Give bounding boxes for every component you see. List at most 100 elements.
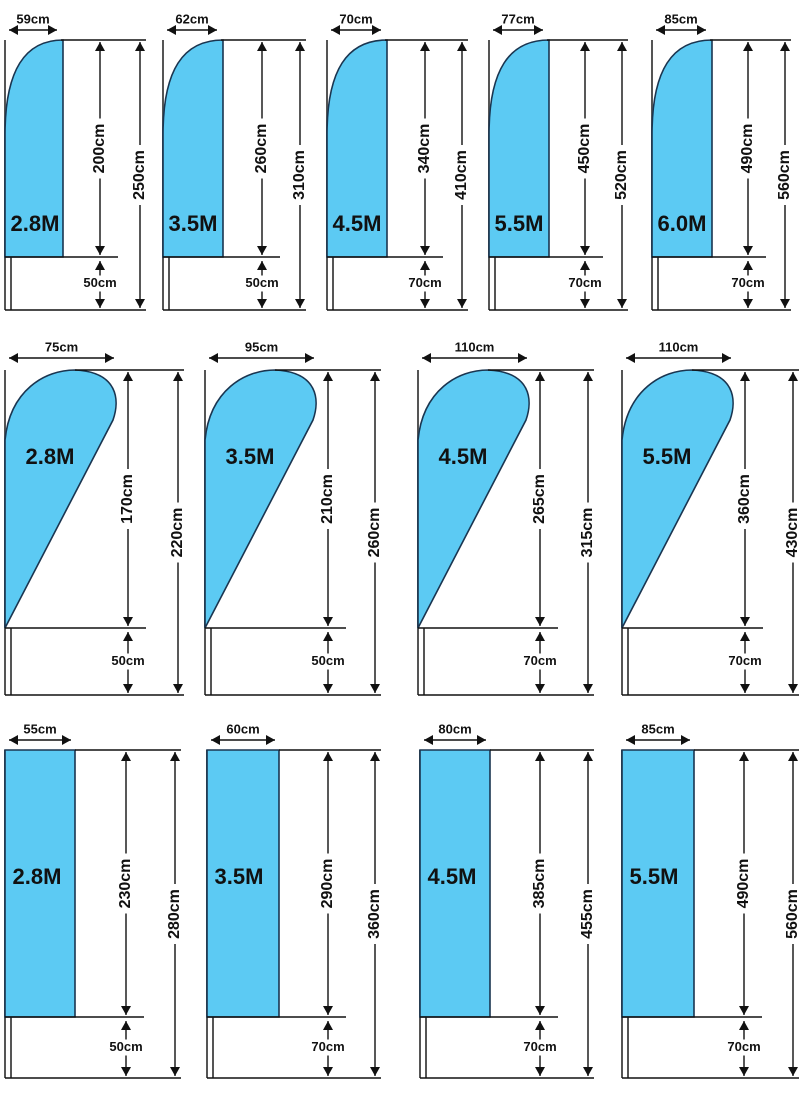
arrow-head bbox=[95, 246, 105, 255]
base-height-label: 70cm bbox=[727, 1039, 760, 1054]
arrow-head bbox=[780, 42, 790, 51]
arrow-head bbox=[788, 372, 798, 381]
arrow-head bbox=[535, 617, 545, 626]
flag-size-label: 5.5M bbox=[495, 211, 544, 236]
width-label: 95cm bbox=[245, 339, 278, 354]
label-backdrop bbox=[518, 1039, 562, 1056]
arrow-head bbox=[583, 684, 593, 693]
arrow-head bbox=[535, 372, 545, 381]
label-backdrop bbox=[115, 853, 137, 914]
flag-height-label: 490cm bbox=[735, 859, 752, 909]
flag-size-label: 5.5M bbox=[643, 444, 692, 469]
teardrop-flag-shape bbox=[417, 369, 530, 629]
total-height-label: 315cm bbox=[579, 508, 596, 558]
arrow-head bbox=[580, 299, 590, 308]
rectangle-flag-3: 80cm 385cm 70cm 455cm 4.5M bbox=[419, 721, 599, 1079]
arrow-head bbox=[580, 42, 590, 51]
flag-height-label: 490cm bbox=[739, 124, 756, 174]
width-label: 85cm bbox=[641, 721, 674, 736]
arrow-head bbox=[167, 25, 176, 35]
label-backdrop bbox=[289, 145, 311, 205]
arrow-head bbox=[535, 1021, 545, 1030]
arrow-head bbox=[331, 25, 340, 35]
arrow-head bbox=[257, 299, 267, 308]
label-backdrop bbox=[167, 502, 189, 563]
label-backdrop bbox=[317, 469, 339, 529]
label-backdrop bbox=[240, 275, 284, 292]
arrow-head bbox=[493, 25, 502, 35]
width-label: 59cm bbox=[16, 11, 49, 26]
label-backdrop bbox=[774, 145, 796, 205]
arrow-head bbox=[372, 25, 381, 35]
flag-size-label: 4.5M bbox=[439, 444, 488, 469]
arrow-head bbox=[323, 372, 333, 381]
arrow-head bbox=[743, 42, 753, 51]
total-height-label: 410cm bbox=[453, 150, 470, 200]
arrow-head bbox=[257, 246, 267, 255]
label-backdrop bbox=[451, 145, 473, 205]
base-height-label: 50cm bbox=[245, 275, 278, 290]
base-height-label: 70cm bbox=[568, 275, 601, 290]
arrow-head bbox=[123, 632, 133, 641]
label-backdrop bbox=[306, 1039, 350, 1056]
arrow-head bbox=[123, 617, 133, 626]
arrow-head bbox=[370, 684, 380, 693]
base-height-label: 70cm bbox=[523, 653, 556, 668]
flag-size-label: 5.5M bbox=[630, 864, 679, 889]
width-label: 55cm bbox=[23, 721, 56, 736]
arrow-head bbox=[211, 735, 220, 745]
arrow-head bbox=[534, 25, 543, 35]
arrow-head bbox=[323, 684, 333, 693]
arrow-head bbox=[370, 1067, 380, 1076]
arrow-head bbox=[208, 25, 217, 35]
arrow-head bbox=[739, 1006, 749, 1015]
arrow-head bbox=[170, 1067, 180, 1076]
arrow-head bbox=[780, 299, 790, 308]
feather-flag-1: 59cm 200cm 50cm 250cm 2.8M bbox=[4, 11, 151, 311]
flag-height-label: 210cm bbox=[319, 474, 336, 524]
arrow-head bbox=[743, 261, 753, 270]
total-height-label: 280cm bbox=[166, 889, 183, 939]
arrow-head bbox=[105, 353, 114, 363]
feather-flag-shape bbox=[651, 39, 713, 258]
flag-height-label: 230cm bbox=[117, 859, 134, 909]
width-label: 62cm bbox=[175, 11, 208, 26]
flag-size-label: 2.8M bbox=[11, 211, 60, 236]
arrow-head bbox=[9, 25, 18, 35]
arrow-head bbox=[420, 261, 430, 270]
feather-flag-2: 62cm 260cm 50cm 310cm 3.5M bbox=[162, 11, 311, 311]
arrow-head bbox=[370, 372, 380, 381]
arrow-head bbox=[739, 1021, 749, 1030]
total-height-label: 220cm bbox=[169, 508, 186, 558]
flag-height-label: 265cm bbox=[531, 474, 548, 524]
label-backdrop bbox=[251, 118, 273, 179]
total-height-label: 560cm bbox=[776, 150, 793, 200]
rectangle-flag-1: 55cm 230cm 50cm 280cm 2.8M bbox=[4, 721, 186, 1079]
arrow-head bbox=[457, 42, 467, 51]
arrow-head bbox=[743, 246, 753, 255]
arrow-head bbox=[617, 299, 627, 308]
arrow-head bbox=[257, 261, 267, 270]
arrow-head bbox=[323, 617, 333, 626]
flag-size-label: 4.5M bbox=[428, 864, 477, 889]
arrow-head bbox=[95, 299, 105, 308]
arrow-head bbox=[681, 735, 690, 745]
arrow-head bbox=[743, 299, 753, 308]
feather-flag-shape bbox=[326, 39, 388, 258]
base-height-label: 70cm bbox=[523, 1039, 556, 1054]
arrow-head bbox=[173, 372, 183, 381]
arrow-head bbox=[9, 353, 18, 363]
label-backdrop bbox=[364, 502, 386, 563]
feather-flag-shape bbox=[162, 39, 224, 258]
arrow-head bbox=[95, 42, 105, 51]
label-backdrop bbox=[577, 884, 599, 944]
arrow-head bbox=[295, 299, 305, 308]
total-height-label: 430cm bbox=[784, 508, 800, 558]
label-backdrop bbox=[782, 884, 800, 944]
label-backdrop bbox=[723, 653, 767, 670]
total-height-label: 360cm bbox=[366, 889, 383, 939]
base-height-label: 70cm bbox=[728, 653, 761, 668]
label-backdrop bbox=[317, 853, 339, 914]
width-label: 60cm bbox=[226, 721, 259, 736]
